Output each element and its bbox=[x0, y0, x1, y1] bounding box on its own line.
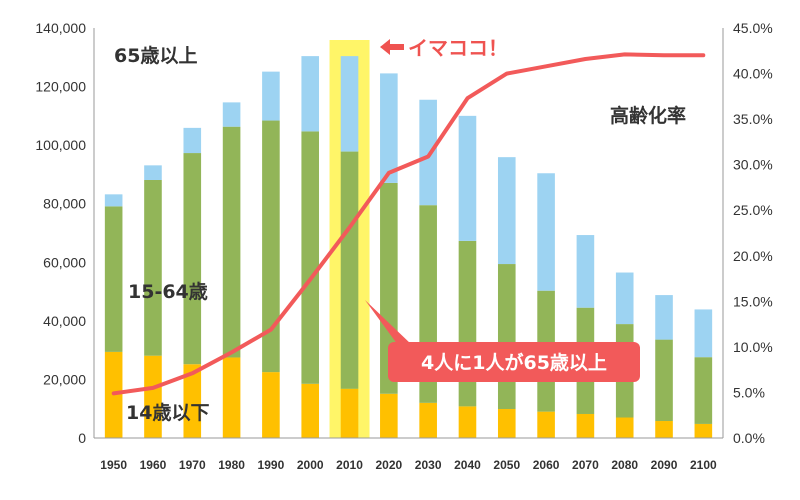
y-left-tick: 100,000 bbox=[35, 137, 86, 153]
callout-text: 4人に1人が65歳以上 bbox=[421, 351, 607, 374]
label-over65: 65歳以上 bbox=[114, 45, 197, 67]
bar-2000-s1 bbox=[301, 131, 320, 384]
bar-2050-s0 bbox=[497, 409, 516, 438]
bar-1950-s1 bbox=[104, 206, 123, 352]
bar-1990-s2 bbox=[262, 71, 280, 121]
bar-1990-s0 bbox=[262, 372, 280, 438]
bar-2020-s0 bbox=[380, 393, 398, 438]
bar-1960-s0 bbox=[144, 355, 162, 438]
bar-2010-s1 bbox=[340, 151, 359, 389]
aging-rate-line bbox=[111, 52, 706, 396]
x-tick-1960: 1960 bbox=[140, 458, 167, 472]
bar-2080-s0 bbox=[615, 417, 634, 438]
bar-1970-s1 bbox=[183, 153, 202, 365]
bar-1980-s0 bbox=[222, 357, 241, 438]
y-right-tick: 25.0% bbox=[733, 202, 773, 218]
x-tick-2100: 2100 bbox=[690, 458, 717, 472]
bar-1980-s1 bbox=[222, 126, 241, 358]
bar-2100-s0 bbox=[694, 423, 713, 438]
y-right-tick: 0.0% bbox=[733, 430, 765, 446]
bar-2100-s2 bbox=[694, 309, 713, 358]
label-working-age: 15-64歳 bbox=[128, 281, 208, 303]
x-tick-2010: 2010 bbox=[336, 458, 363, 472]
bar-2030-s2 bbox=[419, 99, 437, 206]
y-right-tick: 15.0% bbox=[733, 293, 773, 309]
y-right-tick: 10.0% bbox=[733, 339, 773, 355]
x-tick-2050: 2050 bbox=[493, 458, 520, 472]
x-tick-1970: 1970 bbox=[179, 458, 206, 472]
y-right-tick: 20.0% bbox=[733, 248, 773, 264]
bar-2070-s2 bbox=[576, 235, 595, 308]
bar-1990-s1 bbox=[262, 120, 280, 373]
y-right-tick: 30.0% bbox=[733, 157, 773, 173]
callout-background bbox=[388, 342, 640, 382]
y-left-tick: 20,000 bbox=[43, 371, 86, 387]
bar-2050-s2 bbox=[497, 157, 516, 265]
bar-2040-s2 bbox=[458, 115, 477, 241]
x-tick-1990: 1990 bbox=[258, 458, 285, 472]
x-tick-2020: 2020 bbox=[375, 458, 402, 472]
y-right-tick: 45.0% bbox=[733, 20, 773, 36]
bar-1950-s2 bbox=[104, 194, 123, 207]
bar-1970-s0 bbox=[183, 364, 202, 438]
bar-2070-s0 bbox=[576, 413, 595, 438]
bar-2060-s0 bbox=[537, 411, 555, 438]
bar-2040-s0 bbox=[458, 406, 477, 438]
label-aging-rate: 高齢化率 bbox=[610, 104, 686, 127]
bar-2010-s2 bbox=[340, 56, 359, 152]
y-left-tick: 80,000 bbox=[43, 196, 86, 212]
bar-1970-s2 bbox=[183, 127, 202, 154]
y-left-tick: 140,000 bbox=[35, 20, 86, 36]
y-right-tick: 5.0% bbox=[733, 384, 765, 400]
y-left-tick: 120,000 bbox=[35, 79, 86, 95]
bar-2020-s1 bbox=[380, 182, 398, 394]
ima-koko-label: イマココ！ bbox=[408, 36, 508, 60]
x-tick-2090: 2090 bbox=[651, 458, 678, 472]
x-tick-2070: 2070 bbox=[572, 458, 599, 472]
x-tick-2060: 2060 bbox=[533, 458, 560, 472]
bar-2090-s1 bbox=[655, 339, 673, 422]
bar-2010-s0 bbox=[340, 388, 359, 438]
y-right-tick: 35.0% bbox=[733, 111, 773, 127]
bar-2090-s2 bbox=[655, 295, 673, 340]
x-tick-2040: 2040 bbox=[454, 458, 481, 472]
bar-2100-s1 bbox=[694, 357, 713, 424]
x-tick-2000: 2000 bbox=[297, 458, 324, 472]
bar-1960-s2 bbox=[144, 165, 162, 180]
x-tick-2030: 2030 bbox=[415, 458, 442, 472]
bar-2000-s0 bbox=[301, 383, 320, 438]
y-right-tick: 40.0% bbox=[733, 66, 773, 82]
callout-box: 4人に1人が65歳以上 bbox=[365, 300, 640, 382]
bar-2000-s2 bbox=[301, 56, 320, 132]
x-tick-2080: 2080 bbox=[611, 458, 638, 472]
label-under14: 14歳以下 bbox=[126, 402, 209, 424]
ima-koko-annotation: イマココ！ bbox=[380, 36, 508, 60]
y-left-tick: 40,000 bbox=[43, 313, 86, 329]
bar-2030-s0 bbox=[419, 402, 437, 438]
bar-2090-s0 bbox=[655, 421, 673, 438]
bar-2050-s1 bbox=[497, 264, 516, 410]
x-tick-1980: 1980 bbox=[218, 458, 245, 472]
bar-2080-s2 bbox=[615, 272, 634, 325]
bar-2020-s2 bbox=[380, 73, 398, 183]
bar-1980-s2 bbox=[222, 102, 241, 127]
bar-2060-s2 bbox=[537, 173, 555, 291]
x-tick-1950: 1950 bbox=[100, 458, 127, 472]
bar-1960-s1 bbox=[144, 179, 162, 356]
y-left-tick: 0 bbox=[78, 430, 86, 446]
y-left-tick: 60,000 bbox=[43, 254, 86, 270]
arrow-left-icon bbox=[380, 39, 404, 55]
